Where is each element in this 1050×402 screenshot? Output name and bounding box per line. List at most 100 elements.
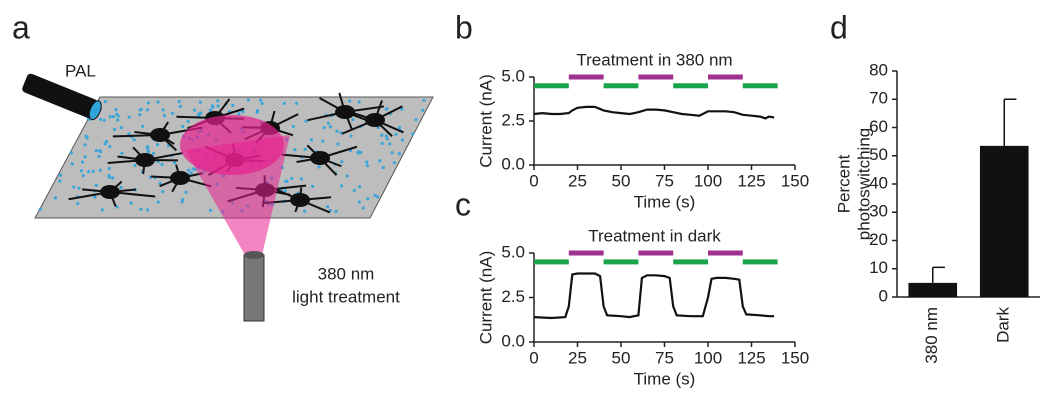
dot: [380, 133, 384, 137]
x-tick-label: 50: [612, 348, 631, 367]
dot: [326, 204, 330, 209]
y-tick-label: 20: [869, 230, 888, 249]
treatment-bar: [638, 74, 674, 80]
x-tick-label: 100: [694, 348, 722, 367]
x-axis-label: Time (s): [634, 192, 696, 211]
dot: [357, 100, 361, 104]
x-tick-label: 0: [529, 348, 538, 367]
treatment-bar: [742, 259, 778, 265]
neurite: [171, 177, 181, 193]
y-tick-label: 30: [869, 202, 888, 221]
dot: [388, 142, 392, 146]
light-label: 380 nm: [318, 264, 375, 283]
dot: [422, 98, 426, 103]
neurite: [344, 111, 353, 130]
neurite: [150, 175, 181, 179]
x-tick-label: 75: [655, 348, 674, 367]
dot: [294, 101, 299, 105]
x-tick-label: 380 nm: [922, 307, 941, 364]
x-tick-label: 100: [694, 171, 722, 190]
neurite: [269, 113, 299, 129]
dot: [107, 174, 111, 178]
dot: [385, 137, 389, 141]
dot: [400, 138, 405, 142]
neurite: [175, 164, 181, 179]
neurite: [299, 199, 331, 214]
x-tick-label: 150: [781, 348, 809, 367]
dot: [98, 168, 102, 172]
x-tick-label: 75: [655, 171, 674, 190]
dot: [397, 152, 401, 156]
dot: [145, 208, 150, 212]
dot: [299, 177, 304, 181]
dot: [376, 195, 380, 199]
neurite: [214, 98, 231, 119]
dot: [107, 166, 111, 171]
y-tick-label: 5.0: [501, 66, 525, 85]
neurite: [109, 188, 137, 193]
neurite: [159, 177, 181, 188]
dot: [129, 201, 133, 205]
y-tick-label: 40: [869, 173, 888, 192]
dot: [390, 151, 394, 155]
dot: [161, 190, 165, 194]
current-trace: [533, 105, 775, 120]
dot: [255, 109, 260, 113]
dot: [400, 107, 404, 111]
treatment-bar: [673, 83, 708, 89]
neurite: [159, 121, 170, 136]
treatment-bar: [603, 259, 639, 265]
neurite: [82, 188, 111, 193]
dot: [304, 119, 308, 123]
neurite: [306, 144, 321, 159]
dot: [76, 201, 80, 206]
dot: [38, 207, 42, 211]
x-tick-label: 125: [737, 171, 765, 190]
dot: [384, 134, 388, 138]
dot: [97, 154, 101, 159]
y-tick-label: 70: [869, 89, 888, 108]
dot: [361, 206, 365, 210]
dot: [146, 101, 150, 105]
dot: [85, 136, 89, 140]
y-axis-label: Percent: [834, 154, 853, 213]
y-tick-label: 80: [869, 60, 888, 79]
dot: [181, 198, 185, 202]
dot: [113, 127, 117, 132]
dot: [365, 163, 370, 168]
dot: [139, 107, 143, 111]
dot: [336, 142, 340, 146]
dot: [351, 117, 355, 122]
dot: [141, 124, 145, 128]
dot: [127, 132, 131, 136]
dot: [303, 147, 307, 151]
neurite: [176, 115, 216, 119]
dot: [184, 190, 188, 194]
y-axis-label: Current (nA): [476, 74, 495, 168]
neurite: [159, 134, 178, 152]
neurite: [281, 153, 321, 159]
y-tick-label: 0: [879, 286, 888, 305]
current-trace: [533, 272, 775, 320]
dot: [208, 108, 212, 112]
light-source-top: [244, 251, 264, 259]
x-tick-label: 50: [612, 171, 631, 190]
dot: [237, 112, 241, 116]
dot: [322, 126, 326, 130]
neurite: [374, 100, 383, 121]
dot: [365, 160, 369, 164]
dot: [309, 138, 313, 142]
y-tick-label: 60: [869, 117, 888, 136]
neurite: [109, 180, 123, 193]
dot: [178, 104, 182, 109]
dot: [127, 115, 131, 119]
dot: [120, 151, 124, 155]
dot: [186, 119, 190, 124]
x-tick-label: 0: [529, 171, 538, 190]
neurite: [299, 196, 332, 201]
dot: [197, 113, 201, 117]
dot: [392, 161, 396, 165]
dot: [69, 151, 73, 155]
dot: [284, 179, 288, 183]
dot: [100, 208, 104, 212]
